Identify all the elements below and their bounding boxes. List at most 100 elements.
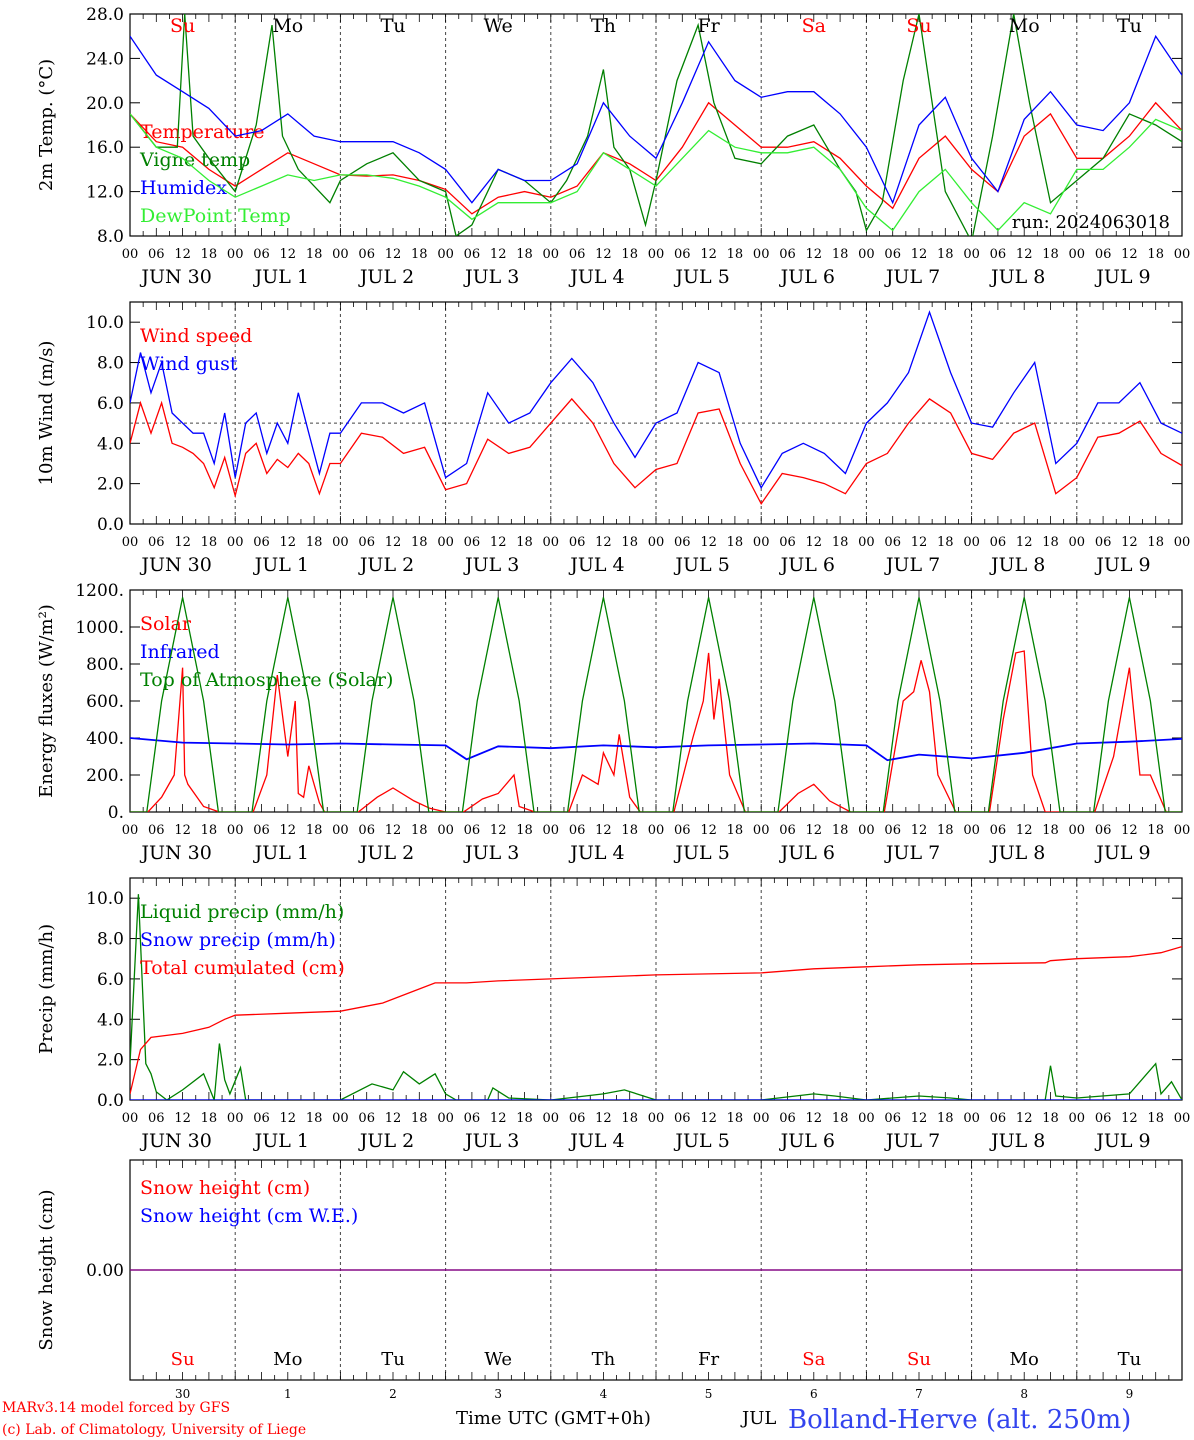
y-tick-label: 4.0 — [97, 434, 124, 454]
hour-tick-label: 18 — [937, 1111, 954, 1126]
hour-tick-label: 18 — [621, 247, 638, 262]
series-line — [130, 34, 1182, 205]
hour-tick-label: 00 — [858, 823, 875, 838]
hour-tick-label: 18 — [621, 823, 638, 838]
hour-tick-label: 18 — [516, 247, 533, 262]
hour-tick-label: 12 — [280, 823, 297, 838]
hour-tick-label: 12 — [911, 1111, 928, 1126]
date-label: JUL 5 — [673, 842, 729, 864]
hour-tick-label: 18 — [306, 247, 323, 262]
date-label: JUL 3 — [463, 1130, 519, 1152]
hour-tick-label: 18 — [516, 535, 533, 550]
hour-tick-label: 00 — [227, 535, 244, 550]
date-label: JUN 30 — [139, 554, 211, 576]
day-number: 4 — [600, 1387, 608, 1401]
date-label: JUL 6 — [779, 842, 835, 864]
date-label: JUL 7 — [884, 554, 940, 576]
date-label: JUL 8 — [989, 1130, 1045, 1152]
hour-tick-label: 00 — [543, 535, 560, 550]
hour-tick-label: 00 — [1069, 247, 1086, 262]
date-label: JUL 6 — [779, 554, 835, 576]
day-name: Su — [170, 15, 195, 37]
date-label: JUL 2 — [358, 554, 414, 576]
series-line — [130, 737, 1182, 762]
hour-tick-label: 12 — [595, 1111, 612, 1126]
y-tick-label: 400. — [86, 729, 124, 749]
day-name: Tu — [1117, 15, 1142, 37]
hour-tick-label: 18 — [1147, 535, 1164, 550]
legend-entry: Vigne temp — [139, 149, 250, 171]
date-label: JUN 30 — [139, 266, 211, 288]
y-axis-title: Snow height (cm) — [36, 1189, 57, 1350]
hour-tick-label: 12 — [1121, 823, 1138, 838]
y-tick-label: 2.0 — [97, 1051, 124, 1071]
y-tick-label: 6.0 — [97, 394, 124, 414]
day-name: Th — [592, 1349, 616, 1370]
hour-tick-label: 18 — [516, 1111, 533, 1126]
hour-tick-label: 12 — [1016, 1111, 1033, 1126]
date-label: JUN 30 — [139, 842, 211, 864]
hour-tick-label: 18 — [832, 823, 849, 838]
hour-tick-label: 18 — [306, 823, 323, 838]
legend-entry: Wind gust — [140, 353, 238, 375]
hour-tick-label: 18 — [516, 823, 533, 838]
hour-tick-label: 00 — [437, 1111, 454, 1126]
series-line — [130, 894, 1182, 1100]
series-line — [130, 397, 1182, 506]
hour-tick-label: 12 — [911, 535, 928, 550]
hour-tick-label: 12 — [911, 247, 928, 262]
hour-tick-label: 00 — [858, 535, 875, 550]
hour-tick-label: 06 — [1095, 535, 1112, 550]
y-tick-label: 8.0 — [97, 354, 124, 374]
hour-tick-label: 00 — [753, 1111, 770, 1126]
date-label: JUL 6 — [779, 1130, 835, 1152]
hour-tick-label: 00 — [122, 823, 139, 838]
y-tick-label: 0.0 — [97, 1091, 124, 1111]
hour-tick-label: 00 — [332, 823, 349, 838]
hour-tick-label: 00 — [963, 823, 980, 838]
hour-tick-label: 06 — [1095, 1111, 1112, 1126]
date-label: JUL 4 — [568, 554, 624, 576]
day-name: Mo — [272, 15, 303, 37]
date-label: JUL 4 — [568, 1130, 624, 1152]
hour-tick-label: 12 — [700, 823, 717, 838]
y-tick-label: 16.0 — [86, 138, 124, 158]
hour-tick-label: 00 — [753, 247, 770, 262]
hour-tick-label: 12 — [911, 823, 928, 838]
y-tick-label: 0.0 — [97, 515, 124, 535]
date-label: JUL 8 — [989, 554, 1045, 576]
hour-tick-label: 00 — [122, 535, 139, 550]
y-axis-title: 10m Wind (m/s) — [36, 341, 57, 486]
hour-tick-label: 00 — [858, 1111, 875, 1126]
hour-tick-label: 00 — [963, 1111, 980, 1126]
panel-4: 0.0 2.0 4.0 6.0 8.0 10.0 Precip (mm/h) Liquid p… — [36, 877, 1190, 1152]
hour-tick-label: 18 — [1042, 535, 1059, 550]
day-name: Fr — [698, 1349, 719, 1370]
hour-tick-label: 06 — [569, 535, 586, 550]
hour-tick-label: 00 — [122, 1111, 139, 1126]
date-label: JUL 9 — [1094, 1130, 1150, 1152]
day-name: Tu — [1118, 1349, 1142, 1370]
panel-3: 0. 200. 400. 600. 800. 1000. 1200. Energy fluxe… — [36, 581, 1190, 864]
hour-tick-label: 12 — [700, 535, 717, 550]
date-label: JUL 1 — [253, 842, 309, 864]
day-name: Su — [171, 1349, 195, 1370]
hour-tick-label: 06 — [358, 1111, 375, 1126]
day-name: Tu — [381, 15, 406, 37]
y-tick-label: 1200. — [75, 581, 124, 601]
hour-tick-label: 18 — [727, 535, 744, 550]
credit-line-2: (c) Lab. of Climatology, University of L… — [2, 1422, 306, 1438]
day-name: Th — [591, 15, 616, 37]
hour-tick-label: 12 — [806, 1111, 823, 1126]
date-label: JUN 30 — [139, 1130, 211, 1152]
y-tick-label: 200. — [86, 766, 124, 786]
hour-tick-label: 06 — [253, 823, 270, 838]
hour-tick-label: 06 — [779, 1111, 796, 1126]
hour-tick-label: 06 — [569, 1111, 586, 1126]
hour-tick-label: 12 — [280, 535, 297, 550]
date-label: JUL 1 — [253, 554, 309, 576]
hour-tick-label: 18 — [727, 1111, 744, 1126]
hour-tick-label: 12 — [385, 247, 402, 262]
hour-tick-label: 06 — [148, 247, 165, 262]
hour-tick-label: 18 — [306, 1111, 323, 1126]
